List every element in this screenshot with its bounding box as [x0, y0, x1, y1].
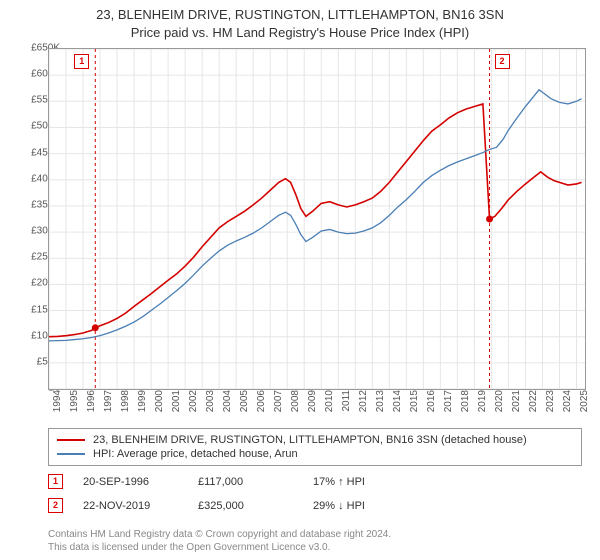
- x-tick-label: 2008: [290, 390, 301, 420]
- x-tick-label: 2001: [171, 390, 182, 420]
- x-tick-label: 1996: [86, 390, 97, 420]
- x-tick-label: 2024: [562, 390, 573, 420]
- x-tick-label: 2025: [579, 390, 590, 420]
- legend-label-hpi: HPI: Average price, detached house, Arun: [93, 448, 298, 460]
- x-tick-label: 1994: [52, 390, 63, 420]
- chart-svg: [49, 49, 585, 389]
- legend-swatch-property: [57, 439, 85, 441]
- x-tick-label: 2003: [205, 390, 216, 420]
- transaction-date-2: 22-NOV-2019: [83, 500, 178, 512]
- chart-title-block: 23, BLENHEIM DRIVE, RUSTINGTON, LITTLEHA…: [0, 0, 600, 41]
- x-tick-label: 2020: [494, 390, 505, 420]
- title-line-2: Price paid vs. HM Land Registry's House …: [0, 24, 600, 42]
- x-tick-label: 2007: [273, 390, 284, 420]
- x-tick-label: 2021: [511, 390, 522, 420]
- x-tick-label: 2013: [375, 390, 386, 420]
- transaction-delta-2: 29% ↓ HPI: [313, 500, 408, 512]
- legend-item-hpi: HPI: Average price, detached house, Arun: [57, 447, 573, 461]
- legend-label-property: 23, BLENHEIM DRIVE, RUSTINGTON, LITTLEHA…: [93, 434, 527, 446]
- x-tick-label: 2004: [222, 390, 233, 420]
- legend-swatch-hpi: [57, 453, 85, 455]
- x-tick-label: 2016: [426, 390, 437, 420]
- footer: Contains HM Land Registry data © Crown c…: [48, 528, 391, 554]
- x-tick-label: 1999: [137, 390, 148, 420]
- x-tick-label: 2023: [545, 390, 556, 420]
- x-tick-label: 2009: [307, 390, 318, 420]
- x-tick-label: 2006: [256, 390, 267, 420]
- chart-plot-area: [48, 48, 586, 390]
- title-line-1: 23, BLENHEIM DRIVE, RUSTINGTON, LITTLEHA…: [0, 6, 600, 24]
- x-tick-label: 2005: [239, 390, 250, 420]
- x-tick-label: 2012: [358, 390, 369, 420]
- transaction-row-1: 1 20-SEP-1996 £117,000 17% ↑ HPI: [48, 474, 408, 489]
- x-tick-label: 2011: [341, 390, 352, 420]
- x-tick-label: 2018: [460, 390, 471, 420]
- x-tick-label: 2014: [392, 390, 403, 420]
- transaction-date-1: 20-SEP-1996: [83, 476, 178, 488]
- footer-line-1: Contains HM Land Registry data © Crown c…: [48, 528, 391, 541]
- x-tick-label: 2015: [409, 390, 420, 420]
- transaction-delta-1: 17% ↑ HPI: [313, 476, 408, 488]
- x-tick-label: 2010: [324, 390, 335, 420]
- x-tick-label: 2000: [154, 390, 165, 420]
- x-tick-label: 2019: [477, 390, 488, 420]
- footer-line-2: This data is licensed under the Open Gov…: [48, 541, 391, 554]
- x-tick-label: 1995: [69, 390, 80, 420]
- legend-item-property: 23, BLENHEIM DRIVE, RUSTINGTON, LITTLEHA…: [57, 433, 573, 447]
- chart-marker-1: 1: [74, 54, 89, 69]
- transaction-marker-2: 2: [48, 498, 63, 513]
- x-tick-label: 1998: [120, 390, 131, 420]
- legend: 23, BLENHEIM DRIVE, RUSTINGTON, LITTLEHA…: [48, 428, 582, 466]
- x-tick-label: 2002: [188, 390, 199, 420]
- chart-marker-2: 2: [495, 54, 510, 69]
- x-tick-label: 1997: [103, 390, 114, 420]
- x-tick-label: 2017: [443, 390, 454, 420]
- x-tick-label: 2022: [528, 390, 539, 420]
- transaction-row-2: 2 22-NOV-2019 £325,000 29% ↓ HPI: [48, 498, 408, 513]
- transaction-marker-1: 1: [48, 474, 63, 489]
- transaction-price-1: £117,000: [198, 476, 293, 488]
- transaction-price-2: £325,000: [198, 500, 293, 512]
